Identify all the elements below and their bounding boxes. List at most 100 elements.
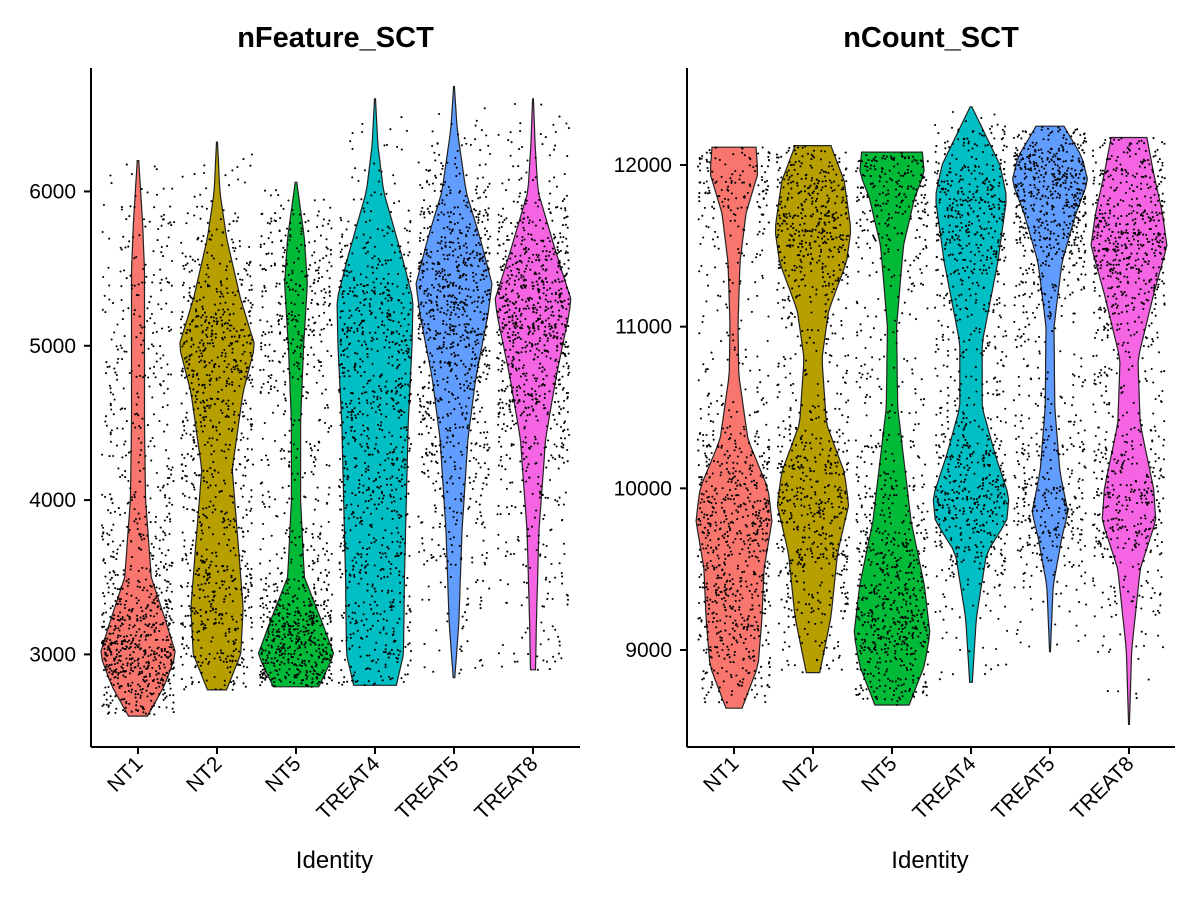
data-point bbox=[402, 352, 405, 355]
data-point bbox=[377, 451, 380, 454]
data-point bbox=[329, 643, 332, 646]
data-point bbox=[187, 614, 190, 617]
data-point bbox=[108, 365, 111, 368]
data-point bbox=[486, 185, 489, 188]
data-point bbox=[110, 651, 113, 654]
data-point bbox=[393, 202, 396, 205]
data-point bbox=[501, 322, 504, 325]
data-point bbox=[250, 522, 253, 525]
data-point bbox=[285, 259, 288, 262]
data-point bbox=[128, 240, 131, 243]
data-point bbox=[344, 542, 347, 545]
data-point bbox=[135, 630, 138, 634]
data-point bbox=[148, 712, 151, 715]
data-point bbox=[377, 326, 380, 329]
data-point bbox=[273, 637, 276, 640]
data-point bbox=[125, 350, 128, 353]
data-point bbox=[395, 510, 398, 513]
data-point bbox=[222, 479, 226, 482]
data-point bbox=[181, 470, 184, 473]
data-point bbox=[127, 578, 130, 581]
data-point bbox=[231, 246, 235, 249]
data-point bbox=[456, 266, 459, 269]
data-point bbox=[267, 381, 270, 384]
data-point bbox=[521, 452, 524, 455]
data-point bbox=[405, 350, 408, 353]
data-point bbox=[138, 670, 141, 674]
data-point bbox=[251, 378, 254, 381]
data-point bbox=[448, 530, 451, 534]
data-point bbox=[284, 434, 287, 437]
data-point bbox=[396, 358, 399, 361]
data-point bbox=[366, 548, 369, 551]
data-point bbox=[181, 175, 184, 178]
data-point bbox=[477, 221, 480, 224]
data-point bbox=[522, 563, 525, 566]
data-point bbox=[372, 490, 375, 493]
data-point bbox=[426, 227, 429, 230]
data-point bbox=[342, 353, 346, 357]
data-point bbox=[456, 306, 459, 310]
data-point bbox=[262, 537, 265, 540]
data-point bbox=[294, 325, 297, 328]
data-point bbox=[476, 177, 479, 180]
data-point bbox=[396, 552, 399, 555]
data-point bbox=[444, 555, 447, 558]
data-point bbox=[130, 540, 133, 543]
data-point bbox=[432, 556, 435, 559]
data-point bbox=[153, 713, 156, 716]
data-point bbox=[337, 681, 341, 684]
data-point bbox=[265, 638, 268, 641]
data-point bbox=[346, 405, 349, 408]
data-point bbox=[425, 261, 428, 264]
data-point bbox=[372, 480, 375, 483]
data-point bbox=[168, 512, 171, 515]
data-point bbox=[273, 262, 276, 265]
data-point bbox=[456, 149, 459, 153]
data-point bbox=[465, 264, 468, 267]
data-point bbox=[286, 589, 289, 592]
data-point bbox=[474, 399, 478, 402]
data-point bbox=[298, 535, 301, 538]
data-point bbox=[501, 305, 504, 308]
data-point bbox=[191, 297, 194, 300]
data-point bbox=[341, 255, 344, 258]
data-point bbox=[305, 328, 308, 331]
data-point bbox=[365, 489, 368, 492]
data-point bbox=[360, 319, 364, 322]
data-point bbox=[468, 481, 472, 484]
data-point bbox=[326, 404, 329, 407]
data-point bbox=[116, 552, 119, 555]
data-point bbox=[262, 368, 265, 371]
data-point bbox=[149, 708, 152, 711]
data-point bbox=[353, 331, 356, 334]
data-point bbox=[398, 200, 401, 203]
data-point bbox=[234, 530, 237, 533]
data-point bbox=[137, 283, 140, 286]
data-point bbox=[406, 577, 409, 580]
data-point bbox=[312, 282, 315, 285]
data-point bbox=[473, 364, 476, 367]
data-point bbox=[406, 604, 410, 607]
data-point bbox=[444, 585, 447, 589]
data-point bbox=[313, 251, 316, 254]
data-point bbox=[310, 604, 313, 607]
data-point bbox=[469, 387, 472, 391]
data-point bbox=[316, 214, 319, 217]
data-point bbox=[236, 364, 239, 367]
data-point bbox=[449, 281, 452, 284]
data-point bbox=[315, 606, 318, 609]
data-point bbox=[324, 568, 327, 571]
data-point bbox=[119, 671, 122, 674]
data-point bbox=[169, 617, 172, 620]
data-point bbox=[339, 424, 342, 427]
data-point bbox=[261, 494, 264, 497]
data-point bbox=[293, 303, 296, 306]
data-point bbox=[339, 343, 342, 346]
data-point bbox=[322, 218, 325, 221]
data-point bbox=[302, 600, 305, 604]
data-point bbox=[371, 362, 374, 365]
data-point bbox=[220, 617, 223, 620]
data-point bbox=[161, 623, 164, 626]
data-point bbox=[110, 682, 113, 685]
